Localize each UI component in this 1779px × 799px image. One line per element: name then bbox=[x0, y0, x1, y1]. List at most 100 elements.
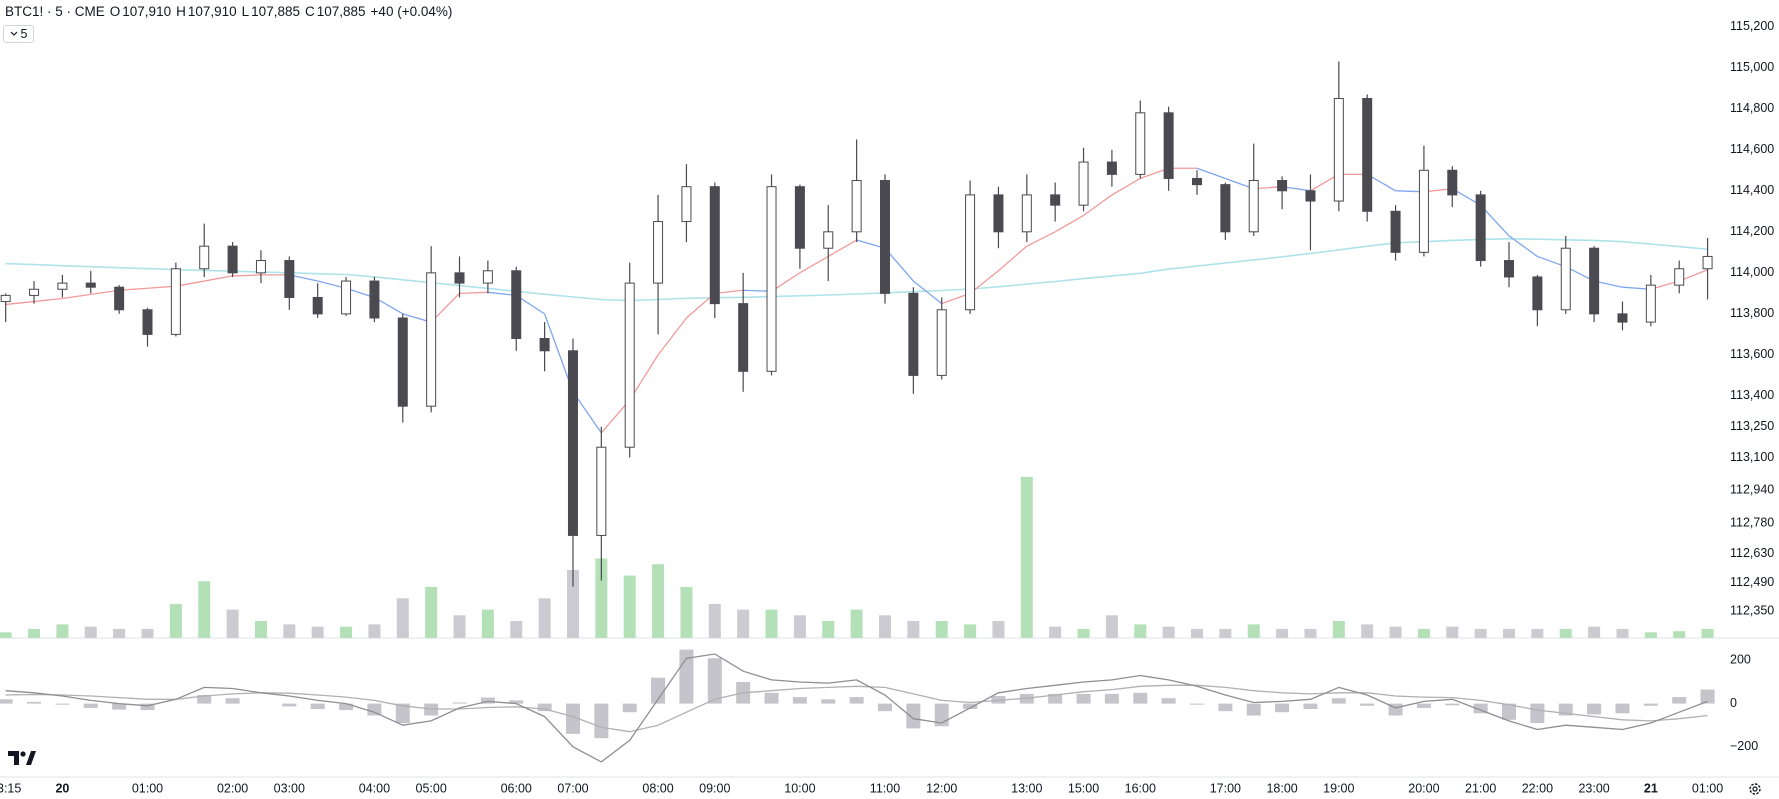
candle-body bbox=[1277, 180, 1288, 192]
candle-body bbox=[823, 231, 834, 249]
macd-histogram-bar bbox=[792, 697, 807, 704]
volume-bar bbox=[1020, 476, 1033, 638]
candle-body bbox=[170, 268, 181, 335]
symbol-title: BTC1! · 5 · CME bbox=[5, 4, 105, 19]
candle-body bbox=[1362, 97, 1373, 212]
x-tick-label: 04:00 bbox=[359, 781, 390, 795]
macd-histogram-bar bbox=[906, 703, 921, 729]
macd-histogram-bar bbox=[395, 703, 410, 724]
candle-body bbox=[341, 280, 352, 315]
fast-ma-segment bbox=[1026, 231, 1056, 247]
volume-bar bbox=[56, 624, 69, 638]
candle-body bbox=[624, 282, 635, 448]
candle-body bbox=[879, 180, 890, 294]
volume-bar bbox=[1417, 628, 1430, 638]
macd-histogram-bar bbox=[1643, 703, 1658, 706]
macd-histogram-bar bbox=[0, 699, 13, 704]
macd-histogram-bar bbox=[1161, 698, 1176, 704]
ohlc-item: L 107,885 bbox=[242, 4, 300, 19]
volume-bar bbox=[510, 620, 523, 638]
candle-body bbox=[936, 309, 947, 376]
candle-body bbox=[1475, 194, 1486, 262]
fast-ma-segment bbox=[827, 239, 857, 257]
volume-bar bbox=[198, 581, 211, 638]
volume-bar bbox=[1531, 628, 1544, 638]
y-tick-label: 115,200 bbox=[1730, 19, 1774, 33]
volume-bar bbox=[935, 620, 948, 638]
volume-bar bbox=[680, 586, 693, 638]
volume-bar bbox=[311, 626, 324, 638]
candle-body bbox=[681, 186, 692, 223]
fast-ma-segment bbox=[998, 245, 1028, 272]
candle-body bbox=[1333, 97, 1344, 202]
candle-body bbox=[511, 270, 522, 339]
macd-histogram-bar bbox=[1416, 703, 1431, 708]
candle-body bbox=[57, 282, 68, 290]
candle-body bbox=[397, 317, 408, 407]
macd-histogram-bar bbox=[1558, 703, 1573, 716]
macd-histogram-bar bbox=[1502, 703, 1517, 720]
volume-bar bbox=[368, 624, 381, 638]
volume-bar bbox=[538, 598, 551, 638]
x-tick-label: 06:00 bbox=[501, 781, 532, 795]
macd-histogram-bar bbox=[339, 703, 354, 711]
volume-bar bbox=[1162, 626, 1175, 638]
macd-histogram-bar bbox=[877, 703, 892, 712]
macd-histogram-bar bbox=[849, 697, 864, 704]
candle-body bbox=[29, 288, 40, 296]
macd-histogram-bar bbox=[140, 703, 155, 711]
macd-histogram-bar bbox=[509, 700, 524, 704]
fast-ma-segment bbox=[1508, 235, 1538, 257]
ohlc-value: 107,910 bbox=[187, 4, 237, 19]
volume-bar bbox=[1616, 628, 1629, 638]
fast-ma-segment bbox=[1111, 177, 1141, 196]
macd-histogram-bar bbox=[821, 699, 836, 704]
settings-gear[interactable] bbox=[1749, 783, 1761, 795]
volume-bar bbox=[566, 569, 579, 638]
macd-histogram-bar bbox=[1048, 693, 1063, 704]
fast-ma-segment bbox=[459, 291, 488, 295]
volume-bar bbox=[992, 620, 1005, 638]
volume-bar bbox=[1219, 628, 1232, 638]
volume-bar bbox=[113, 628, 126, 638]
candle-body bbox=[1447, 169, 1458, 196]
ohlc-letter: C bbox=[304, 4, 315, 19]
volume-bar bbox=[1276, 628, 1289, 638]
signal-line bbox=[5, 684, 1708, 733]
x-tick-label: 17:00 bbox=[1210, 781, 1241, 795]
macd-histogram-bar bbox=[1672, 697, 1687, 704]
candle-body bbox=[653, 221, 664, 284]
ohlc-value: 107,885 bbox=[251, 4, 300, 19]
macd-histogram-bar bbox=[1133, 692, 1148, 704]
x-tick-label: 23:00 bbox=[1578, 781, 1609, 795]
volume-bar bbox=[226, 609, 239, 638]
candle-body bbox=[1617, 313, 1628, 323]
ohlc-value: 107,885 bbox=[316, 4, 366, 19]
candle-body bbox=[227, 245, 238, 274]
macd-histogram-bar bbox=[225, 698, 240, 704]
volume-bar bbox=[1644, 632, 1657, 638]
fast-ma-segment bbox=[62, 293, 91, 300]
candle-body bbox=[1305, 190, 1316, 202]
y-tick-label: 114,000 bbox=[1730, 265, 1774, 279]
y-tick-label: 112,490 bbox=[1730, 575, 1774, 589]
y-tick-label: 114,800 bbox=[1730, 101, 1774, 115]
macd-histogram-bar bbox=[1190, 703, 1205, 705]
volume-bar bbox=[28, 628, 41, 638]
y-tick-label: 113,800 bbox=[1730, 306, 1774, 320]
y-tick-label: 113,400 bbox=[1730, 388, 1774, 402]
macd-tick-label: 200 bbox=[1730, 653, 1751, 667]
candle-body bbox=[1021, 194, 1032, 233]
macd-histogram-bar bbox=[651, 677, 666, 704]
x-tick-label: 03:00 bbox=[274, 781, 305, 795]
x-tick-label: 15:00 bbox=[1068, 781, 1099, 795]
volume-bar bbox=[708, 603, 721, 638]
interval-button[interactable]: 5 bbox=[3, 25, 34, 43]
volume-bar bbox=[1332, 620, 1345, 638]
macd-histogram-bar bbox=[1700, 689, 1715, 704]
candle-body bbox=[1702, 255, 1713, 270]
volume-bar bbox=[907, 620, 920, 638]
x-tick-label: 22:00 bbox=[1522, 781, 1553, 795]
y-tick-label: 113,600 bbox=[1730, 347, 1774, 361]
x-tick-label: 18:00 bbox=[1266, 781, 1297, 795]
